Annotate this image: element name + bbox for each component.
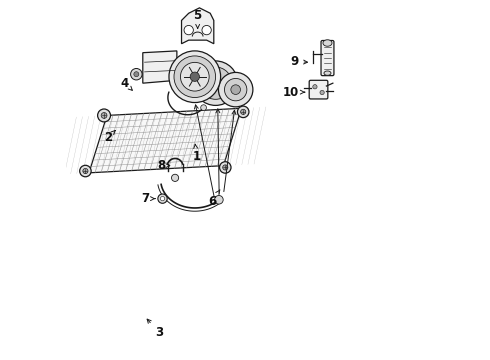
Polygon shape: [143, 51, 177, 83]
Ellipse shape: [323, 40, 332, 46]
Circle shape: [313, 85, 317, 89]
Circle shape: [215, 195, 223, 204]
Text: 7: 7: [141, 192, 155, 205]
Circle shape: [172, 174, 179, 181]
Circle shape: [101, 113, 107, 118]
Circle shape: [194, 61, 238, 105]
FancyBboxPatch shape: [309, 80, 328, 99]
Circle shape: [158, 194, 167, 203]
Circle shape: [184, 26, 194, 35]
Circle shape: [160, 197, 165, 201]
Text: 2: 2: [104, 130, 115, 144]
Circle shape: [180, 62, 209, 91]
Circle shape: [202, 26, 211, 35]
Text: 5: 5: [194, 9, 202, 28]
Text: 1: 1: [193, 144, 200, 163]
Polygon shape: [181, 8, 214, 44]
Circle shape: [80, 165, 91, 177]
Circle shape: [231, 85, 241, 94]
FancyBboxPatch shape: [321, 41, 334, 76]
Text: 6: 6: [208, 190, 220, 208]
Circle shape: [241, 109, 246, 114]
Circle shape: [190, 72, 199, 81]
Circle shape: [169, 51, 220, 103]
Circle shape: [219, 72, 253, 107]
Text: 8: 8: [158, 159, 170, 172]
Text: 4: 4: [121, 77, 132, 90]
Circle shape: [134, 72, 139, 77]
Circle shape: [220, 162, 231, 173]
Circle shape: [98, 109, 111, 122]
Text: 3: 3: [147, 319, 163, 339]
Polygon shape: [89, 108, 242, 173]
Circle shape: [83, 168, 88, 174]
Circle shape: [320, 90, 324, 95]
Circle shape: [222, 165, 228, 170]
Text: 9: 9: [291, 55, 308, 68]
Circle shape: [131, 68, 142, 80]
Text: 10: 10: [283, 86, 305, 99]
Ellipse shape: [324, 71, 331, 75]
Circle shape: [224, 78, 247, 101]
Circle shape: [201, 105, 206, 111]
Circle shape: [238, 106, 249, 118]
Circle shape: [199, 67, 232, 99]
Circle shape: [174, 56, 216, 98]
